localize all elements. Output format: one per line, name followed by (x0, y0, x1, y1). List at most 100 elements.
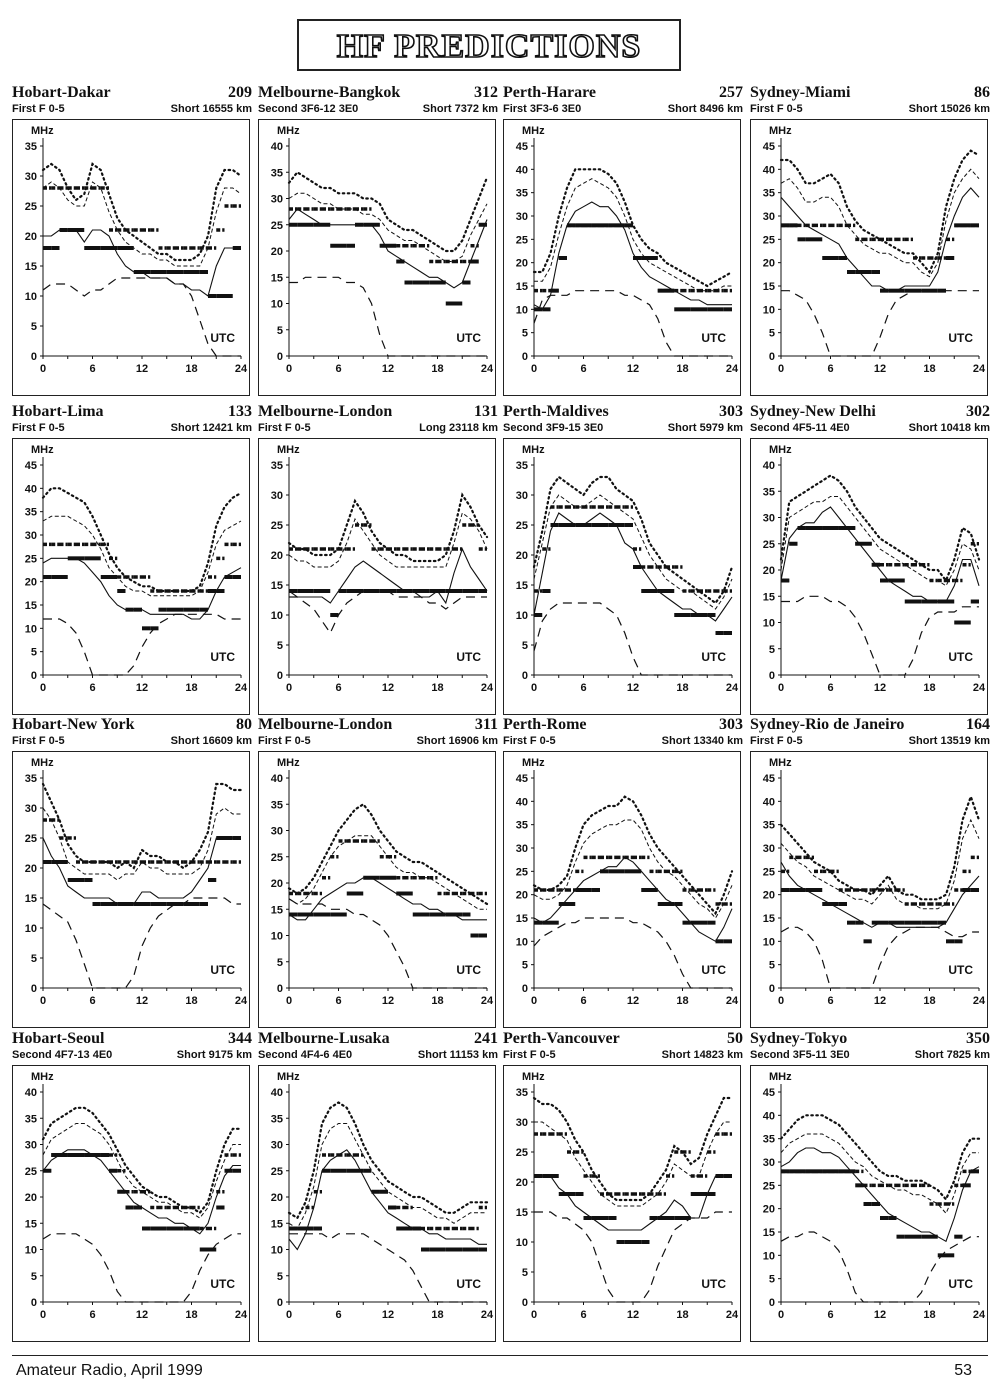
y-tick-label: 30 (271, 194, 283, 206)
y-tick-label: 40 (271, 1087, 283, 1099)
x-tick-label: 18 (431, 1309, 443, 1321)
y-tick-label: 40 (271, 773, 283, 785)
plot-svg: MHz 0 5 10 15 20 25 30 35 40 0 6 12 18 24 UTC (271, 125, 494, 375)
footer-rule (12, 1355, 988, 1356)
x-tick-label: 18 (676, 995, 688, 1007)
series-upper (779, 149, 981, 275)
path-name: Perth-Vancouver (503, 1030, 620, 1047)
x-tick-label: 6 (827, 363, 833, 375)
path-number: 133 (228, 403, 252, 420)
x-tick-label: 12 (627, 1309, 639, 1321)
chart-panel: Perth-Harare 257 First 3F3-6 3E0 Short 8496… (503, 84, 749, 402)
y-unit-label: MHz (522, 1071, 545, 1083)
y-tick-label: 10 (271, 1245, 283, 1257)
x-tick-label: 0 (778, 363, 784, 375)
path-name: Sydney-Rio de Janeiro (750, 716, 905, 733)
y-tick-label: 10 (763, 936, 775, 948)
y-tick-label: 30 (763, 1157, 775, 1169)
x-tick-label: 6 (580, 1309, 586, 1321)
series-upper (532, 1096, 734, 1202)
y-tick-label: 15 (763, 1227, 775, 1239)
x-tick-label: 24 (973, 995, 986, 1007)
path-name: Melbourne-Bangkok (258, 84, 401, 101)
x-tick-label: 24 (726, 682, 739, 694)
y-tick-label: 0 (769, 983, 775, 995)
y-unit-label: MHz (522, 125, 545, 137)
y-tick-label: 40 (763, 460, 775, 472)
y-tick-label: 45 (763, 141, 775, 153)
x-tick-label: 24 (481, 363, 494, 375)
path-number: 86 (974, 84, 990, 101)
y-tick-label: 20 (516, 550, 528, 562)
y-tick-label: 20 (25, 863, 37, 875)
path-distance: Short 5979 km (667, 422, 743, 434)
series-lower (533, 917, 732, 989)
utc-label: UTC (456, 963, 481, 977)
y-tick-label: 20 (516, 1177, 528, 1189)
series-lower (42, 1233, 241, 1303)
y-unit-label: MHz (277, 444, 300, 456)
x-tick-label: 0 (778, 1309, 784, 1321)
y-tick-label: 35 (516, 820, 528, 832)
series-upper (41, 1106, 243, 1215)
x-tick-label: 0 (531, 1309, 537, 1321)
x-tick-label: 0 (40, 682, 46, 694)
y-tick-label: 25 (271, 1166, 283, 1178)
y-tick-label: 0 (522, 1297, 528, 1309)
propagation-mode: Second 4F7-13 4E0 (12, 1049, 113, 1061)
y-tick-label: 25 (763, 1180, 775, 1192)
series-upper (41, 782, 243, 870)
propagation-mode: First F 0-5 (12, 735, 65, 747)
y-tick-label: 10 (763, 304, 775, 316)
y-unit-label: MHz (277, 757, 300, 769)
x-tick-label: 12 (382, 682, 394, 694)
y-tick-label: 10 (516, 1237, 528, 1249)
y-tick-label: 5 (769, 960, 775, 972)
y-tick-label: 35 (271, 167, 283, 179)
y-tick-label: 15 (25, 893, 37, 905)
path-name: Hobart-Dakar (12, 84, 111, 101)
y-tick-label: 20 (271, 1192, 283, 1204)
y-tick-label: 20 (271, 878, 283, 890)
x-tick-label: 24 (481, 682, 494, 694)
series-mid (288, 208, 488, 289)
x-tick-label: 6 (580, 995, 586, 1007)
y-tick-label: 25 (516, 520, 528, 532)
x-tick-label: 18 (676, 1309, 688, 1321)
x-tick-label: 12 (874, 363, 886, 375)
plot-svg: MHz 0 5 10 15 20 25 30 35 0 6 12 18 24 UTC (271, 444, 494, 694)
y-tick-label: 0 (522, 351, 528, 363)
path-distance: Short 16609 km (170, 735, 252, 747)
chart-panel: Melbourne-London 131 First F 0-5 Long 23118… (258, 403, 504, 721)
y-tick-label: 5 (277, 1271, 283, 1283)
x-tick-label: 12 (874, 1309, 886, 1321)
chart-panel: Melbourne-Lusaka 241 Second 4F4-6 4E0 Short… (258, 1030, 504, 1348)
plot-box: MHz 0 5 10 15 20 25 30 35 40 0 6 12 18 24 UTC (258, 119, 496, 396)
series-lower (42, 277, 241, 357)
plot-svg: MHz 0 5 10 15 20 25 30 35 40 45 0 6 12 18 24 UTC (516, 757, 739, 1007)
x-tick-label: 24 (481, 995, 494, 1007)
x-tick-label: 6 (335, 1309, 341, 1321)
y-tick-label: 10 (25, 623, 37, 635)
utc-label: UTC (210, 963, 235, 977)
y-tick-label: 30 (25, 171, 37, 183)
y-tick-label: 35 (271, 460, 283, 472)
plot-svg: MHz 0 5 10 15 20 25 30 35 0 6 12 18 24 UTC (25, 757, 248, 1007)
y-tick-label: 0 (31, 670, 37, 682)
series-lower (43, 613, 241, 676)
path-name: Melbourne-London (258, 403, 393, 420)
series-lower (289, 1233, 487, 1303)
series-lower (533, 602, 732, 676)
y-tick-label: 20 (763, 1204, 775, 1216)
series-mid (43, 229, 241, 297)
chart-panel: Hobart-New York 80 First F 0-5 Short 16609 … (12, 716, 258, 1034)
y-tick-label: 15 (271, 904, 283, 916)
y-unit-label: MHz (277, 1071, 300, 1083)
propagation-mode: First F 0-5 (12, 422, 65, 434)
plot-box: MHz 0 5 10 15 20 25 30 35 40 45 0 6 12 18 24 UTC (503, 751, 741, 1028)
y-tick-label: 15 (763, 913, 775, 925)
y-tick-label: 5 (31, 321, 37, 333)
plot-svg: MHz 0 5 10 15 20 25 30 35 40 45 0 6 12 18 24 UTC (25, 444, 248, 694)
path-name: Melbourne-London (258, 716, 393, 733)
plot-box: MHz 0 5 10 15 20 25 30 35 40 0 6 12 18 24 UTC (12, 1065, 250, 1342)
